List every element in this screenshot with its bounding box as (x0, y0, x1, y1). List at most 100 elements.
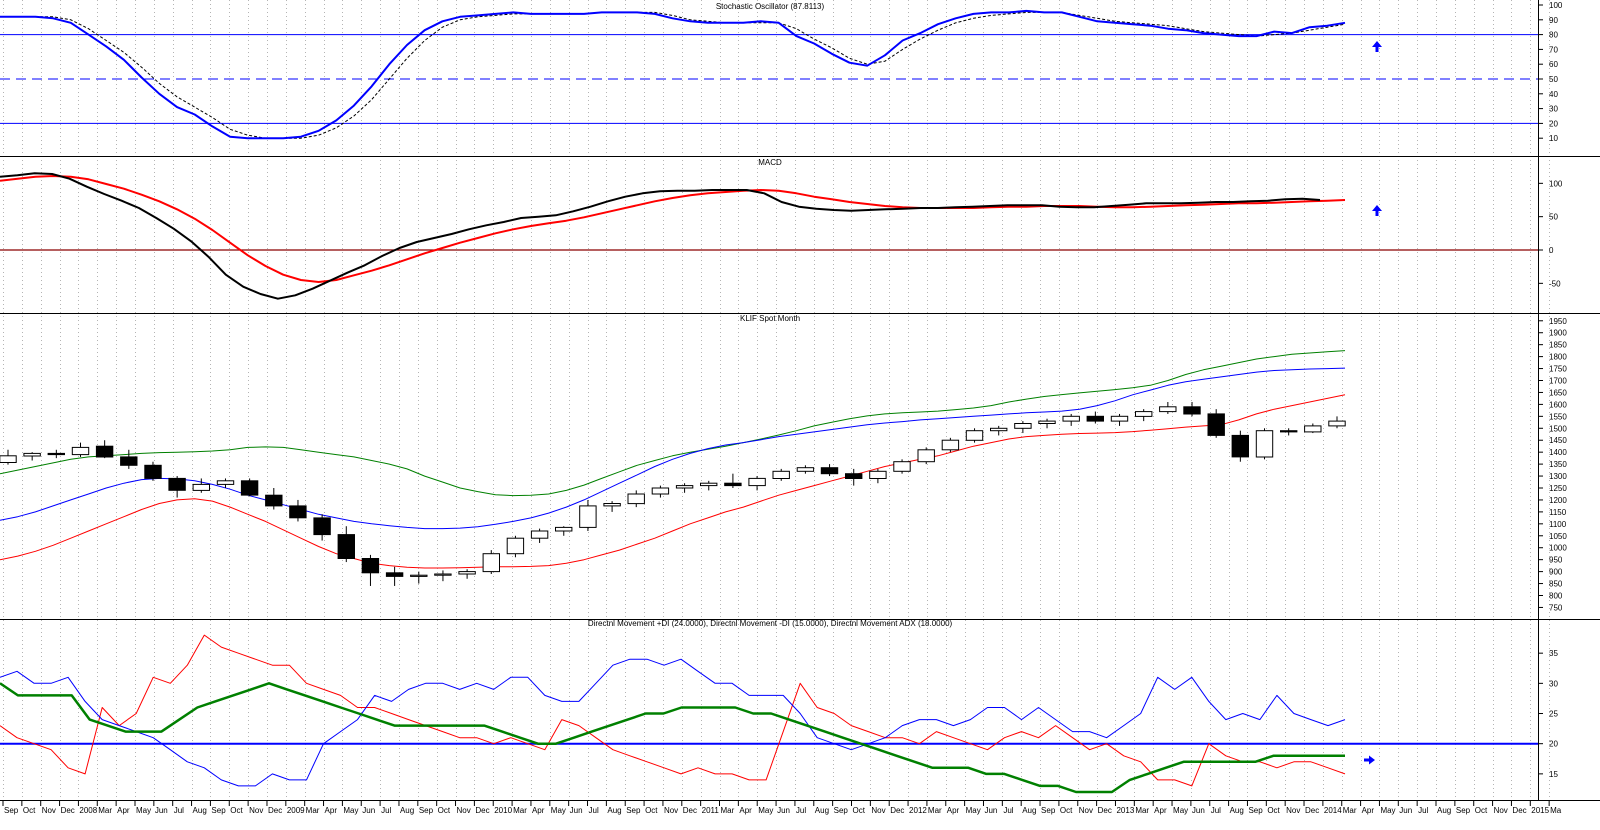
candle-body (1062, 415, 1080, 422)
candle (1304, 423, 1322, 434)
date-label: Apr (947, 806, 960, 815)
date-label: Mar (1343, 806, 1357, 815)
date-axis: Sep Oct Nov Dec 2008 Mar Apr May Jun Jul Aug Sep Oct… (2, 800, 1562, 815)
candle-body (410, 574, 428, 577)
dmi-panel[interactable]: Directnl Movement +DI (24.0000), Directn… (0, 619, 1558, 794)
candle (555, 526, 573, 536)
candle-body (144, 464, 162, 479)
date-label: Oct (1267, 806, 1280, 815)
axis-tick-label: 50 (1549, 75, 1558, 84)
axis-tick-label: 1250 (1549, 484, 1567, 493)
candle-body (71, 446, 90, 456)
candle (627, 490, 645, 508)
axis-tick-label: 10 (1549, 134, 1558, 143)
candle (724, 473, 742, 488)
date-label: Apr (1154, 806, 1167, 815)
axis-tick-label: 40 (1549, 90, 1558, 99)
candle-body (1183, 406, 1201, 415)
candle (385, 566, 404, 586)
macd-panel[interactable]: MACD -50 0 50 100 (0, 158, 1563, 300)
axis-tick-label: 1350 (1549, 460, 1567, 469)
date-label: Dec (890, 806, 904, 815)
adx-line (0, 682, 1345, 794)
candle-body (23, 452, 41, 457)
axis-tick-label: 1700 (1549, 377, 1567, 386)
macd-title: MACD (758, 158, 782, 167)
date-label: Sep (1041, 806, 1056, 815)
date-label: Jun (570, 806, 583, 815)
candle (941, 437, 960, 453)
up-arrow-icon (1372, 205, 1382, 216)
date-label: 2014 (1324, 806, 1342, 815)
stochastic-title: Stochastic Oscillator (87.8113) (716, 2, 825, 11)
date-label: May (966, 806, 981, 815)
dmi-axis: 15 20 25 30 35 (1538, 649, 1558, 779)
date-label: Jul (381, 806, 391, 815)
candle-body (385, 572, 404, 577)
candle-body (748, 477, 766, 487)
date-label: Oct (645, 806, 658, 815)
candle (458, 569, 476, 579)
price-panel[interactable]: KLIF Spot Month 750 800 850 900 950 1000 1050 1… (0, 314, 1567, 612)
candle-body (192, 483, 211, 491)
candle (772, 468, 790, 481)
axis-tick-label: 1750 (1549, 365, 1567, 374)
moving-average-line (0, 394, 1346, 569)
axis-tick-label: 850 (1549, 580, 1563, 589)
axis-tick-label: 1600 (1549, 400, 1567, 409)
candle-body (627, 493, 645, 505)
candle-body (240, 480, 259, 496)
candle (1231, 430, 1249, 462)
candle-body (579, 505, 597, 528)
candle (893, 459, 911, 474)
macd-series (0, 172, 1538, 300)
candle-body (1280, 430, 1298, 433)
date-label: Dec (61, 806, 75, 815)
candle-body (1231, 434, 1249, 458)
date-label: Apr (1362, 806, 1375, 815)
candle (1135, 409, 1153, 422)
candle-body (506, 537, 525, 555)
price-axis: 750 800 850 900 950 1000 1050 1100 1150 1200 1250 1… (1538, 317, 1567, 612)
candle (1086, 411, 1104, 424)
date-label: Apr (117, 806, 130, 815)
date-label: 2012 (909, 806, 927, 815)
candle (603, 501, 621, 512)
candle-body (0, 455, 17, 463)
right-arrow-icon (1364, 755, 1375, 765)
date-label: Sep (211, 806, 226, 815)
stochastic-level-lines (0, 34, 1538, 124)
candle-body (1159, 406, 1177, 413)
candle-body (530, 530, 549, 539)
date-label: Jun (1399, 806, 1412, 815)
candle (434, 570, 452, 582)
date-label: Dec (268, 806, 282, 815)
moving-average-series (0, 350, 1346, 569)
candle-body (1328, 420, 1346, 427)
candle-body (168, 477, 186, 491)
axis-tick-label: 35 (1549, 649, 1558, 658)
axis-tick-label: 800 (1549, 592, 1563, 601)
candle-body (47, 452, 65, 456)
stochastic-panel[interactable]: Stochastic Oscillator (87.8113) 10 20 30 40… (0, 1, 1563, 143)
axis-tick-label: 70 (1549, 45, 1558, 54)
date-label: Mar (1135, 806, 1149, 815)
candle (1014, 421, 1032, 434)
axis-tick-label: 1100 (1549, 520, 1567, 529)
candle (1207, 409, 1225, 438)
candle (1038, 418, 1056, 429)
axis-tick-label: 1050 (1549, 532, 1567, 541)
axis-tick-label: 0 (1549, 246, 1554, 255)
candle-body (820, 467, 839, 475)
date-label: Nov (457, 806, 471, 815)
candle-body (990, 427, 1008, 432)
candle (748, 476, 766, 491)
candle-body (724, 482, 742, 487)
axis-tick-label: 30 (1549, 679, 1558, 688)
date-label: Dec (475, 806, 489, 815)
date-label: Sep (834, 806, 849, 815)
axis-tick-label: 50 (1549, 213, 1558, 222)
candle-body (941, 439, 960, 451)
macd-signal-line (0, 175, 1346, 283)
